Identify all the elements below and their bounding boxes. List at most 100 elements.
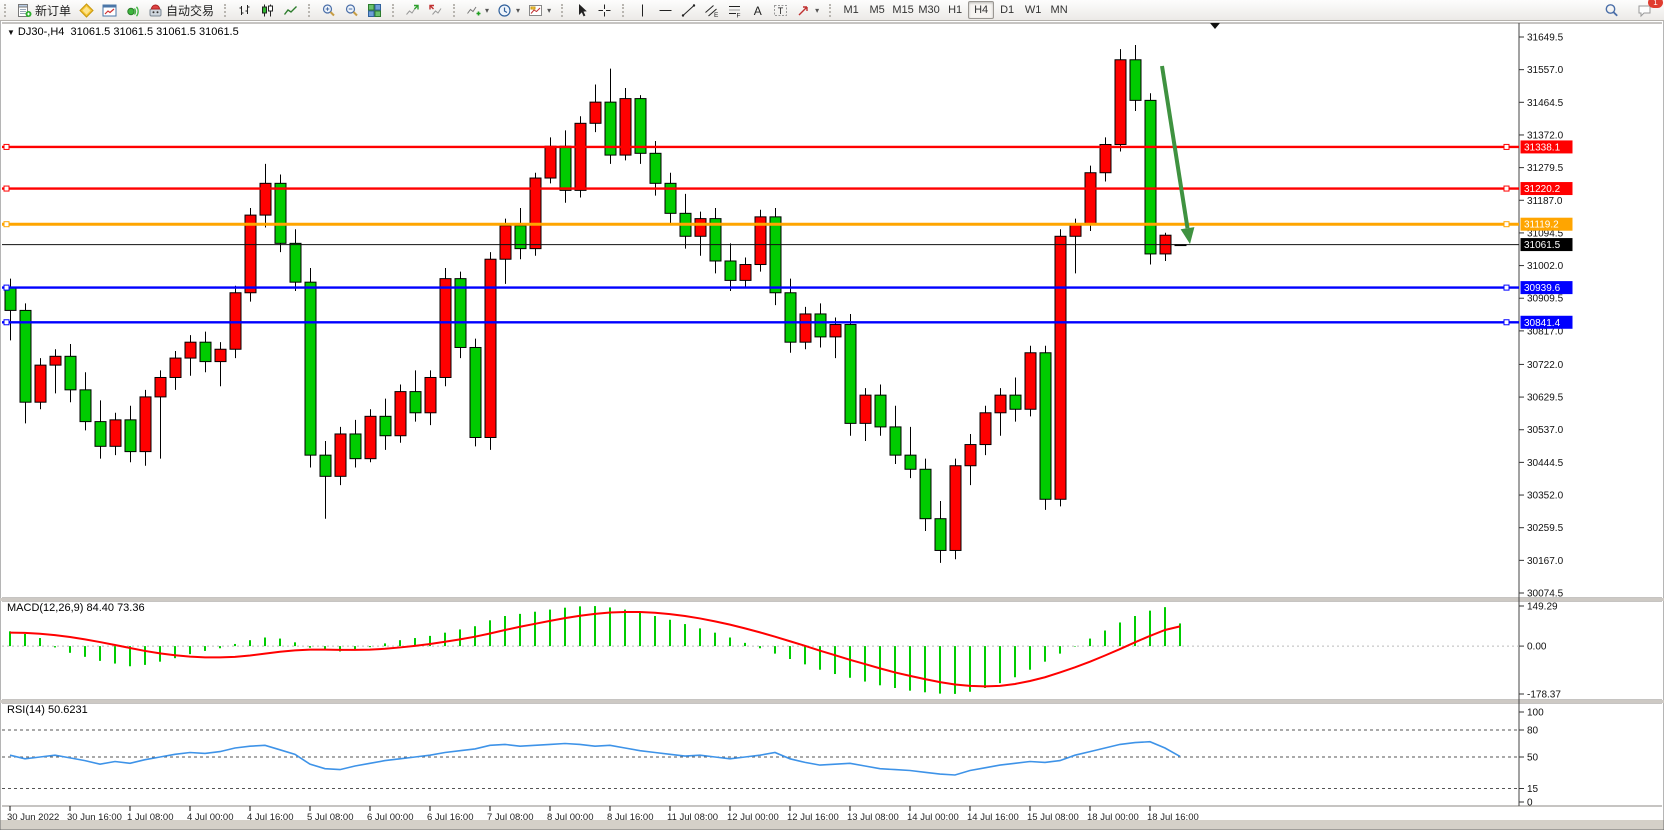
svg-text:6 Jul 16:00: 6 Jul 16:00 (427, 812, 473, 823)
svg-text:31061.5: 31061.5 (1524, 240, 1561, 251)
timeframe-m1-button[interactable]: M1 (838, 1, 864, 19)
chart-shift-button[interactable] (424, 1, 447, 19)
svg-text:13 Jul 08:00: 13 Jul 08:00 (847, 812, 899, 823)
svg-text:15 Jul 08:00: 15 Jul 08:00 (1027, 812, 1079, 823)
timeframe-m15-button[interactable]: M15 (890, 1, 916, 19)
timeframe-mn-button[interactable]: MN (1046, 1, 1072, 19)
bar-chart-button[interactable] (233, 1, 256, 19)
toolbar-group: ▾ ▾ ▾ (449, 0, 557, 20)
timeframe-h1-button[interactable]: H1 (942, 1, 968, 19)
line-chart-icon (283, 3, 298, 18)
toolbar-grip (4, 3, 10, 17)
timeframe-d1-button[interactable]: D1 (994, 1, 1020, 19)
tile-windows-button[interactable] (363, 1, 386, 19)
hline-31220.2[interactable]: 31220.2 (2, 182, 1573, 196)
dropdown-caret-icon[interactable]: ▾ (547, 5, 552, 15)
svg-text:4 Jul 16:00: 4 Jul 16:00 (247, 812, 293, 823)
svg-text:30352.0: 30352.0 (1527, 491, 1564, 502)
toolbar-group (388, 0, 449, 20)
vline-icon (635, 3, 650, 18)
rsi-indicator-label: RSI(14) 50.6231 (7, 704, 88, 716)
hline-31338.1[interactable]: 31338.1 (2, 140, 1573, 154)
zoom-out-icon (344, 3, 359, 18)
zoom-in-button[interactable] (317, 1, 340, 19)
channel-icon: E (704, 3, 719, 18)
periods-button[interactable]: ▾ (493, 1, 524, 19)
toolbar-grip (224, 3, 230, 17)
svg-text:30722.0: 30722.0 (1527, 360, 1564, 371)
auto-trading-button[interactable]: 自动交易 (144, 1, 218, 19)
dropdown-caret-icon[interactable]: ▾ (485, 5, 490, 15)
svg-text:18 Jul 16:00: 18 Jul 16:00 (1147, 812, 1199, 823)
svg-text:1 Jul 08:00: 1 Jul 08:00 (127, 812, 173, 823)
new-order-button[interactable]: 新订单 (13, 1, 75, 19)
cursor-button[interactable] (570, 1, 593, 19)
hline-30841.4[interactable]: 30841.4 (2, 315, 1573, 329)
toolbar-group (304, 0, 388, 20)
chart-symbol-timeframe: DJ30-,H4 (17, 26, 65, 38)
chart-title[interactable]: ▼ DJ30-,H4 31061.5 31061.5 31061.5 31061.… (7, 26, 239, 38)
line-chart-button[interactable] (279, 1, 302, 19)
vertical-line-button[interactable] (631, 1, 654, 19)
svg-text:30444.5: 30444.5 (1527, 458, 1564, 469)
toolbar-group (557, 0, 618, 20)
indicators-icon (466, 3, 481, 18)
timeframe-m5-button[interactable]: M5 (864, 1, 890, 19)
chart-window-icon (102, 3, 117, 18)
macd-indicator-label: MACD(12,26,9) 84.40 73.36 (7, 602, 145, 614)
new-chart-button[interactable] (98, 1, 121, 19)
svg-text:31220.2: 31220.2 (1524, 184, 1561, 195)
svg-text:31002.0: 31002.0 (1527, 261, 1564, 272)
dropdown-caret-icon[interactable]: ▾ (516, 5, 521, 15)
signals-button[interactable] (121, 1, 144, 19)
svg-text:T: T (778, 6, 784, 16)
svg-text:31557.0: 31557.0 (1527, 65, 1564, 76)
hline-30939.6[interactable]: 30939.6 (2, 281, 1573, 295)
hline-31119.2[interactable]: 31119.2 (2, 217, 1573, 231)
svg-text:31649.5: 31649.5 (1527, 33, 1564, 44)
svg-text:30841.4: 30841.4 (1524, 318, 1561, 329)
svg-text:30259.5: 30259.5 (1527, 523, 1564, 534)
periods-icon (497, 3, 512, 18)
label-button[interactable]: T (769, 1, 792, 19)
chevron-down-icon: ▼ (7, 28, 15, 37)
svg-text:31372.0: 31372.0 (1527, 130, 1564, 141)
svg-text:F: F (737, 12, 741, 18)
search-button[interactable] (1600, 1, 1623, 19)
timeframe-h4-button[interactable]: H4 (968, 1, 995, 19)
price-axis[interactable]: 31649.5 31557.0 31464.5 31372.0 31279.5 31187… (1519, 33, 1564, 600)
auto-scroll-button[interactable] (401, 1, 424, 19)
arrows-button[interactable]: ▾ (792, 1, 823, 19)
svg-text:8 Jul 00:00: 8 Jul 00:00 (547, 812, 593, 823)
metaeditor-button[interactable] (75, 1, 98, 19)
indicators-button[interactable]: ▾ (462, 1, 493, 19)
chart-quote: 31061.5 31061.5 31061.5 31061.5 (70, 26, 239, 38)
templates-button[interactable]: ▾ (524, 1, 555, 19)
hline-31061.5[interactable]: 31061.5 (2, 238, 1573, 252)
svg-text:A: A (754, 4, 762, 18)
svg-text:0: 0 (1527, 798, 1533, 809)
svg-text:14 Jul 16:00: 14 Jul 16:00 (967, 812, 1019, 823)
timeframe-m30-button[interactable]: M30 (916, 1, 942, 19)
candlestick-button[interactable] (256, 1, 279, 19)
timeframe-w1-button[interactable]: W1 (1020, 1, 1046, 19)
crosshair-button[interactable] (593, 1, 616, 19)
svg-text:50: 50 (1527, 753, 1539, 764)
time-axis[interactable]: 30 Jun 2022 30 Jun 16:00 1 Jul 08:00 4 Jul … (7, 806, 1199, 823)
down-arrow-object[interactable] (1160, 65, 1195, 244)
toolbar-grip (308, 3, 314, 17)
autotrading-icon (148, 3, 163, 18)
fibonacci-button[interactable]: F (723, 1, 746, 19)
trendline-button[interactable] (677, 1, 700, 19)
search-icon (1604, 3, 1619, 18)
dropdown-caret-icon[interactable]: ▾ (815, 5, 820, 15)
zoom-out-button[interactable] (340, 1, 363, 19)
channel-button[interactable]: E (700, 1, 723, 19)
rsi-panel: 100 80 50 15 0 (2, 708, 1544, 809)
horizontal-line-button[interactable] (654, 1, 677, 19)
toolbar-grip (829, 3, 835, 17)
text-button[interactable]: A (746, 1, 769, 19)
svg-text:30074.5: 30074.5 (1527, 589, 1564, 600)
svg-text:31279.5: 31279.5 (1527, 163, 1564, 174)
